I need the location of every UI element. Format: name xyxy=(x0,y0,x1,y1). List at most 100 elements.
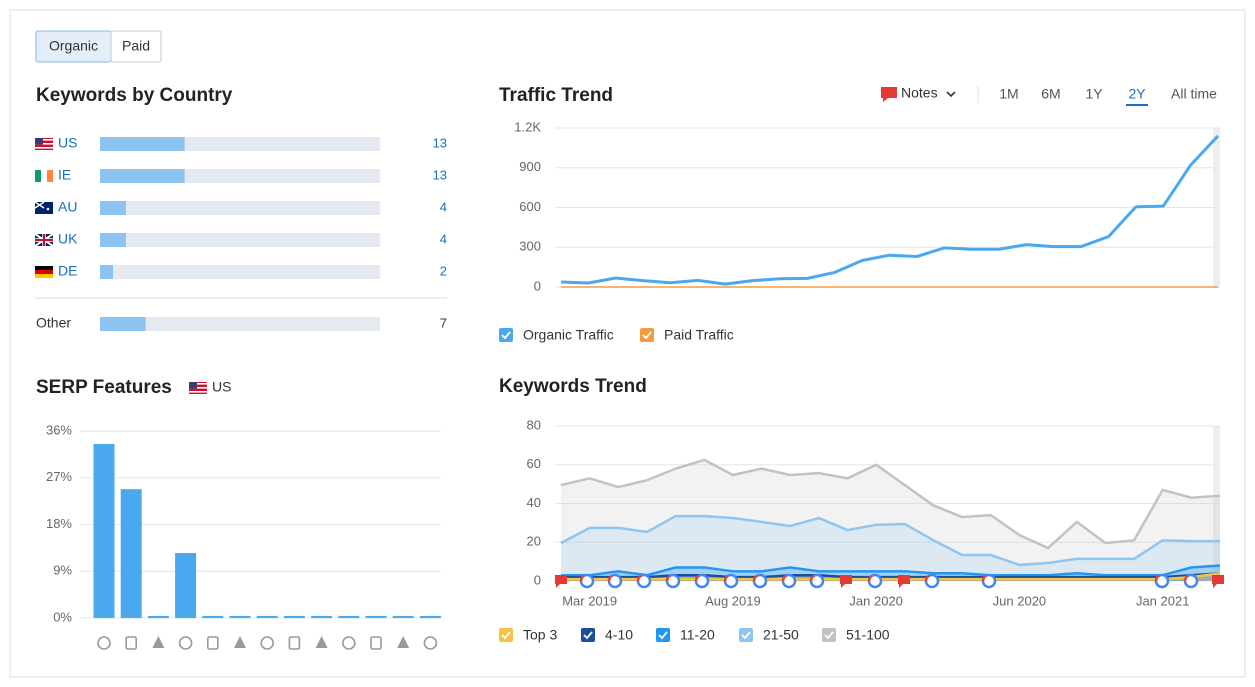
google-marker xyxy=(607,574,613,582)
bar xyxy=(120,489,142,618)
legend-check[interactable] xyxy=(741,631,751,640)
legend-label[interactable]: Organic Traffic xyxy=(523,327,614,343)
feature-icon[interactable] xyxy=(125,636,137,650)
country-label[interactable]: US xyxy=(58,135,77,151)
value-label: 7 xyxy=(440,315,447,330)
country-label: Other xyxy=(36,315,71,331)
bar xyxy=(202,615,224,618)
legend-label[interactable]: Paid Traffic xyxy=(664,327,734,343)
country-label[interactable]: IE xyxy=(58,167,71,183)
notes-icon[interactable] xyxy=(881,87,897,102)
feature-icon[interactable] xyxy=(260,636,275,650)
bar xyxy=(93,443,115,618)
legend-swatch[interactable] xyxy=(640,328,654,342)
legend-swatch[interactable] xyxy=(499,328,513,342)
bar xyxy=(338,615,360,618)
feature-icon[interactable] xyxy=(152,636,165,648)
value-label[interactable]: 4 xyxy=(440,231,447,246)
flag xyxy=(189,382,197,389)
tab-label[interactable]: Paid xyxy=(122,38,150,54)
y-tick-label: 60 xyxy=(527,456,541,471)
period-button[interactable]: 6M xyxy=(1041,86,1060,102)
flag xyxy=(47,170,53,182)
legend-check[interactable] xyxy=(658,631,668,640)
period-button[interactable]: 1M xyxy=(999,86,1018,102)
series-line xyxy=(560,134,1220,286)
notes-button[interactable]: Notes xyxy=(901,85,938,101)
google-marker xyxy=(694,574,700,582)
legend-label[interactable]: 11-20 xyxy=(680,627,715,643)
x-tick-label: Jan 2021 xyxy=(1136,593,1190,608)
flag xyxy=(35,138,43,145)
bar xyxy=(175,553,197,618)
country-label[interactable]: AU xyxy=(58,199,77,215)
legend-swatch[interactable] xyxy=(581,628,595,642)
bar xyxy=(392,615,414,618)
bar-track xyxy=(100,201,380,215)
legend-swatch[interactable] xyxy=(739,628,753,642)
bar-track xyxy=(100,233,380,247)
legend-check[interactable] xyxy=(583,631,593,640)
country-label[interactable]: UK xyxy=(58,231,78,247)
notes-chevron[interactable] xyxy=(946,91,956,98)
y-tick-label: 9% xyxy=(53,563,72,578)
bar xyxy=(147,615,169,618)
legend-label[interactable]: 4-10 xyxy=(605,627,633,643)
legend-check[interactable] xyxy=(501,631,511,640)
feature-icon[interactable] xyxy=(178,636,193,650)
note-marker[interactable] xyxy=(555,575,567,588)
chart-subtitle: US xyxy=(212,379,231,395)
bar xyxy=(365,615,387,618)
feature-icon[interactable] xyxy=(97,636,111,650)
legend-check[interactable] xyxy=(824,631,834,640)
feature-icon[interactable] xyxy=(207,636,219,650)
flag xyxy=(35,266,53,270)
chart-title: SERP Features xyxy=(36,377,172,398)
series-line xyxy=(560,514,1220,567)
legend-swatch[interactable] xyxy=(499,628,513,642)
tab-label[interactable]: Organic xyxy=(49,38,98,54)
legend-label[interactable]: Top 3 xyxy=(523,627,557,643)
google-marker xyxy=(752,574,758,582)
y-tick-label: 900 xyxy=(519,159,541,174)
feature-icon[interactable] xyxy=(315,636,328,648)
value-label[interactable]: 2 xyxy=(440,263,447,278)
period-button[interactable]: All time xyxy=(1171,86,1217,102)
y-tick-label: 18% xyxy=(46,516,72,531)
feature-icon[interactable] xyxy=(234,636,246,648)
feature-icon[interactable] xyxy=(370,636,382,650)
flag xyxy=(189,387,207,389)
tab-button[interactable] xyxy=(110,30,162,63)
google-marker xyxy=(981,574,987,582)
country-label[interactable]: DE xyxy=(58,263,77,279)
legend-check[interactable] xyxy=(642,331,652,340)
value-label[interactable]: 13 xyxy=(433,135,447,150)
bar xyxy=(311,615,333,618)
legend-check[interactable] xyxy=(501,331,511,340)
feature-icon[interactable] xyxy=(341,636,356,650)
google-marker xyxy=(781,574,787,582)
legend-swatch[interactable] xyxy=(656,628,670,642)
period-button[interactable]: 2Y xyxy=(1128,86,1146,102)
note-marker[interactable] xyxy=(1212,575,1224,588)
feature-icon[interactable] xyxy=(288,636,301,650)
legend-label[interactable]: 51-100 xyxy=(846,627,890,643)
flag xyxy=(189,383,207,385)
value-label[interactable]: 13 xyxy=(433,167,447,182)
note-marker[interactable] xyxy=(840,575,852,588)
legend-swatch[interactable] xyxy=(822,628,836,642)
card xyxy=(9,9,1246,678)
google-marker xyxy=(579,574,585,582)
feature-icon[interactable] xyxy=(397,636,410,648)
flag xyxy=(35,234,53,246)
flag xyxy=(35,270,53,274)
period-button[interactable]: 1Y xyxy=(1085,86,1103,102)
note-marker[interactable] xyxy=(898,575,910,588)
feature-icon[interactable] xyxy=(423,636,438,650)
flag xyxy=(35,274,53,278)
legend-label[interactable]: 21-50 xyxy=(763,627,799,643)
y-tick-label: 36% xyxy=(46,422,72,437)
value-label[interactable]: 4 xyxy=(440,199,447,214)
flag xyxy=(189,391,207,393)
bar xyxy=(100,201,127,215)
